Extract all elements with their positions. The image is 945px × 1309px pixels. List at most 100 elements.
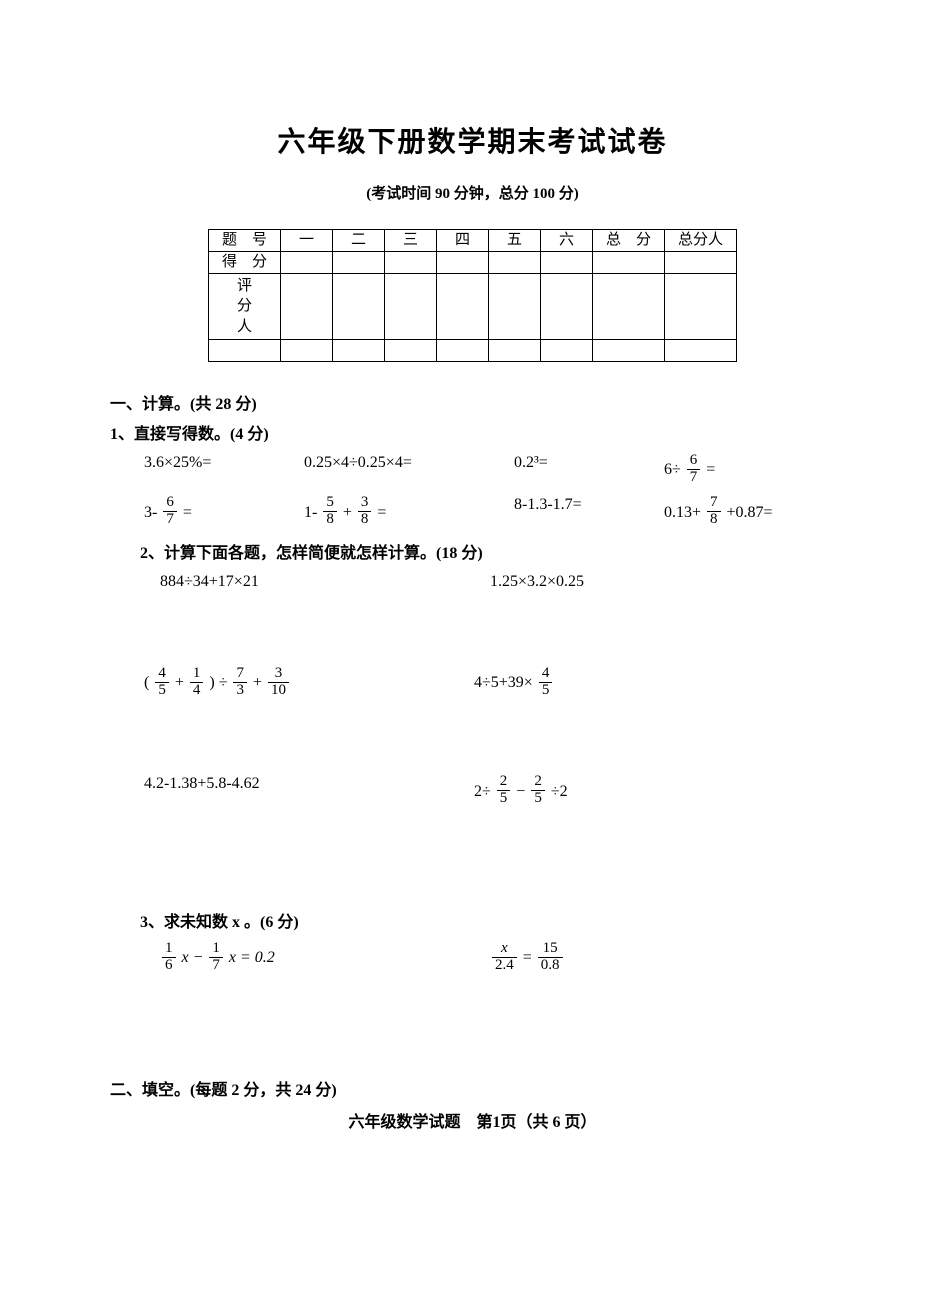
cell — [593, 252, 665, 274]
col-5: 五 — [489, 230, 541, 252]
q3-r1-a: 16 x − 17 x = 0.2 — [160, 942, 490, 975]
fraction: 45 — [539, 666, 553, 699]
cell — [541, 252, 593, 274]
score-row-number: 题 号 一 二 三 四 五 六 总 分 总分人 — [209, 230, 737, 252]
section-2-heading: 二、填空。(每题 2 分，共 24 分) — [110, 1076, 835, 1100]
col-6: 六 — [541, 230, 593, 252]
cell — [281, 339, 333, 361]
cell — [437, 339, 489, 361]
q1-r2-c: 8-1.3-1.7= — [514, 496, 664, 529]
cell — [333, 274, 385, 340]
text: x = 0.2 — [229, 949, 275, 967]
page-title: 六年级下册数学期末考试试卷 — [110, 120, 835, 160]
text: ÷2 — [551, 783, 568, 801]
q3-label: 3、求未知数 x 。(6 分) — [140, 908, 835, 932]
text: x − — [182, 949, 204, 967]
q2-r2-a: ( 45 + 14 ) ÷ 73 + 310 — [144, 667, 474, 700]
q3-r1-b: x2.4 = 150.8 — [490, 942, 835, 975]
score-row-grader: 评 分 人 — [209, 274, 737, 340]
spacer — [110, 818, 835, 904]
text: + — [253, 674, 262, 692]
fraction: 78 — [707, 495, 721, 528]
fraction: 38 — [358, 495, 372, 528]
text: 6÷ — [664, 461, 681, 479]
fraction: 67 — [163, 495, 177, 528]
q1-r2-a: 3- 67 = — [144, 496, 304, 529]
text: ) ÷ — [209, 674, 227, 692]
text: +0.87= — [727, 504, 773, 522]
text: = — [523, 949, 532, 967]
q1-r2-b: 1- 58 + 38 = — [304, 496, 514, 529]
grader-char-1: 评 — [209, 276, 280, 296]
exam-page: 六年级下册数学期末考试试卷 (考试时间 90 分钟，总分 100 分) 题 号 … — [0, 0, 945, 1309]
cell — [209, 339, 281, 361]
row-label-number: 题 号 — [209, 230, 281, 252]
q2-row2: ( 45 + 14 ) ÷ 73 + 310 4÷5+39× 45 — [110, 667, 835, 700]
col-4: 四 — [437, 230, 489, 252]
text: = — [706, 461, 715, 479]
text: + — [343, 504, 352, 522]
cell — [437, 252, 489, 274]
row-label-grader: 评 分 人 — [209, 274, 281, 340]
fraction: 17 — [209, 941, 223, 974]
score-row-blank — [209, 339, 737, 361]
fraction: 58 — [323, 495, 337, 528]
score-table: 题 号 一 二 三 四 五 六 总 分 总分人 得 分 评 分 人 — [208, 229, 737, 362]
fraction: 14 — [190, 666, 204, 699]
text: = — [377, 504, 386, 522]
fraction: 16 — [162, 941, 176, 974]
cell — [333, 339, 385, 361]
text: 2÷ — [474, 783, 491, 801]
spacer — [110, 984, 835, 1070]
cell — [437, 274, 489, 340]
fraction: 310 — [268, 666, 289, 699]
fraction: 25 — [497, 774, 511, 807]
page-footer: 六年级数学试题 第1页（共 6 页） — [110, 1108, 835, 1132]
q2-label: 2、计算下面各题，怎样简便就怎样计算。(18 分) — [140, 539, 835, 563]
text: = — [183, 504, 192, 522]
q2-r1-b: 1.25×3.2×0.25 — [490, 573, 835, 591]
q1-label: 1、直接写得数。(4 分) — [110, 420, 835, 444]
q2-r2-b: 4÷5+39× 45 — [474, 667, 835, 700]
cell — [665, 339, 737, 361]
q1-r1-d: 6÷ 67 = — [664, 454, 835, 487]
cell — [385, 274, 437, 340]
q2-row1: 884÷34+17×21 1.25×3.2×0.25 — [110, 573, 835, 591]
section-1-heading: 一、计算。(共 28 分) — [110, 390, 835, 414]
text: 4÷5+39× — [474, 674, 533, 692]
cell — [665, 252, 737, 274]
fraction: 25 — [531, 774, 545, 807]
fraction: 150.8 — [538, 941, 563, 974]
score-row-score: 得 分 — [209, 252, 737, 274]
q2-row3: 4.2-1.38+5.8-4.62 2÷ 25 − 25 ÷2 — [110, 775, 835, 808]
grader-char-3: 人 — [209, 317, 280, 337]
fraction: 73 — [233, 666, 247, 699]
row-label-score: 得 分 — [209, 252, 281, 274]
text: − — [516, 783, 525, 801]
cell — [541, 339, 593, 361]
q1-row2: 3- 67 = 1- 58 + 38 = 8-1.3-1.7= 0.13+ 78… — [110, 496, 835, 529]
q3-row1: 16 x − 17 x = 0.2 x2.4 = 150.8 — [110, 942, 835, 975]
cell — [281, 274, 333, 340]
cell — [541, 274, 593, 340]
text: 3- — [144, 504, 157, 522]
q1-row1: 3.6×25%= 0.25×4÷0.25×4= 0.2³= 6÷ 67 = — [110, 454, 835, 487]
q1-r2-d: 0.13+ 78 +0.87= — [664, 496, 835, 529]
cell — [385, 252, 437, 274]
text: 1- — [304, 504, 317, 522]
q2-r1-a: 884÷34+17×21 — [160, 573, 490, 591]
q1-r1-c: 0.2³= — [514, 454, 664, 487]
cell — [665, 274, 737, 340]
col-total-person: 总分人 — [665, 230, 737, 252]
fraction: 45 — [155, 666, 169, 699]
cell — [333, 252, 385, 274]
q2-r3-b: 2÷ 25 − 25 ÷2 — [474, 775, 835, 808]
spacer — [110, 601, 835, 659]
fraction: x2.4 — [492, 941, 517, 974]
cell — [281, 252, 333, 274]
cell — [489, 252, 541, 274]
cell — [593, 339, 665, 361]
page-subtitle: (考试时间 90 分钟，总分 100 分) — [110, 182, 835, 203]
cell — [489, 274, 541, 340]
grader-char-2: 分 — [209, 296, 280, 316]
